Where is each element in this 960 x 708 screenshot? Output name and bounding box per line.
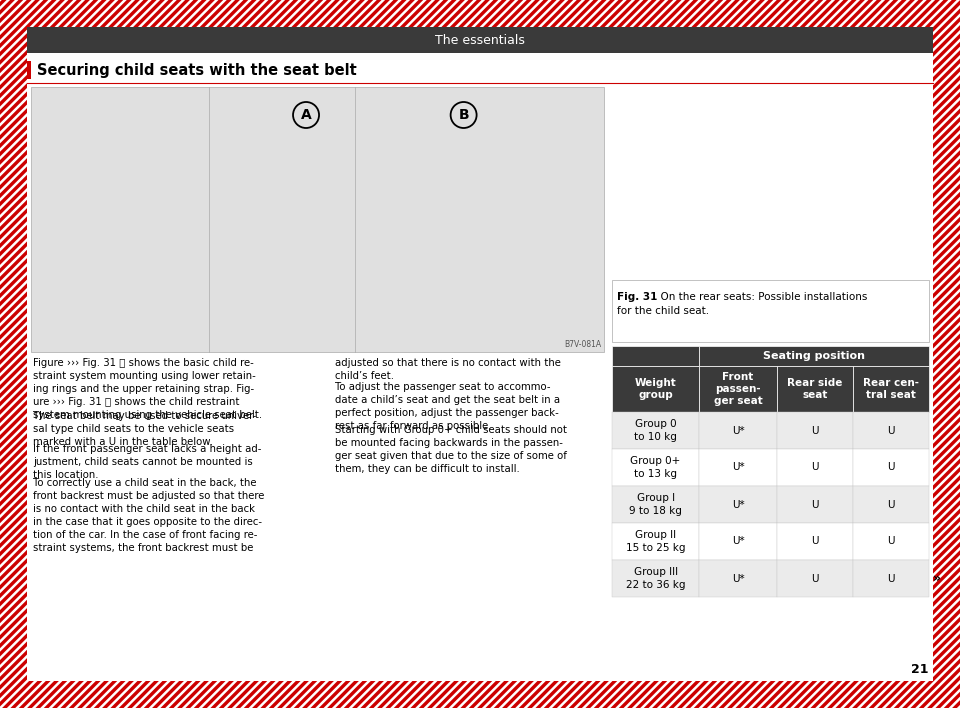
Text: adjusted so that there is no contact with the
child’s feet.: adjusted so that there is no contact wit… <box>335 358 561 381</box>
Bar <box>612 486 699 523</box>
Text: Seating position: Seating position <box>763 351 865 361</box>
Text: U*: U* <box>732 500 744 510</box>
Bar <box>612 346 699 366</box>
Text: Fig. 31: Fig. 31 <box>617 292 658 302</box>
Bar <box>699 449 777 486</box>
Bar <box>777 366 852 412</box>
Text: U: U <box>887 426 895 435</box>
Text: Rear cen-
tral seat: Rear cen- tral seat <box>863 378 919 400</box>
Bar <box>777 412 852 449</box>
Bar <box>852 366 929 412</box>
Text: To adjust the passenger seat to accommo-
date a child’s seat and get the seat be: To adjust the passenger seat to accommo-… <box>335 382 560 430</box>
Text: U*: U* <box>732 426 744 435</box>
Bar <box>612 412 699 449</box>
Text: U: U <box>811 537 819 547</box>
Bar <box>852 523 929 560</box>
Text: Group 0
to 10 kg: Group 0 to 10 kg <box>635 419 677 442</box>
Bar <box>612 280 929 342</box>
Bar <box>0 0 27 708</box>
Bar <box>27 27 933 53</box>
Text: Group II
15 to 25 kg: Group II 15 to 25 kg <box>626 530 685 553</box>
Text: The seat belt may be used to secure univer-
sal type child seats to the vehicle : The seat belt may be used to secure univ… <box>33 411 256 447</box>
Bar <box>612 523 699 560</box>
Text: Starting with Group 0+ child seats should not
be mounted facing backwards in the: Starting with Group 0+ child seats shoul… <box>335 425 567 474</box>
Text: Group III
22 to 36 kg: Group III 22 to 36 kg <box>626 567 685 590</box>
Text: Figure ››› Fig. 31 Ⓐ shows the basic child re-
straint system mounting using low: Figure ››› Fig. 31 Ⓐ shows the basic chi… <box>33 358 262 420</box>
Text: for the child seat.: for the child seat. <box>617 306 709 316</box>
Text: U: U <box>887 537 895 547</box>
Text: A: A <box>300 108 311 122</box>
Bar <box>777 560 852 597</box>
Bar <box>612 366 699 412</box>
Text: U: U <box>811 426 819 435</box>
Bar <box>852 412 929 449</box>
Text: U: U <box>811 573 819 583</box>
Text: U: U <box>811 462 819 472</box>
Text: Securing child seats with the seat belt: Securing child seats with the seat belt <box>37 62 357 77</box>
Bar <box>933 0 960 708</box>
Bar <box>699 346 929 366</box>
Text: B: B <box>458 108 468 122</box>
Bar <box>852 560 929 597</box>
Text: U*: U* <box>732 573 744 583</box>
Bar <box>777 486 852 523</box>
Text: U: U <box>887 573 895 583</box>
Text: »: » <box>933 572 941 585</box>
Bar <box>31 87 604 352</box>
Text: U*: U* <box>732 537 744 547</box>
Text: Group I
9 to 18 kg: Group I 9 to 18 kg <box>629 493 682 515</box>
Bar <box>0 681 960 708</box>
Bar <box>699 560 777 597</box>
Text: The essentials: The essentials <box>435 33 525 47</box>
Bar <box>699 523 777 560</box>
Text: If the front passenger seat lacks a height ad-
justment, child seats cannot be m: If the front passenger seat lacks a heig… <box>33 445 261 481</box>
Text: Group 0+
to 13 kg: Group 0+ to 13 kg <box>631 456 681 479</box>
Bar <box>699 486 777 523</box>
Text: Rear side
seat: Rear side seat <box>787 378 843 400</box>
Text: On the rear seats: Possible installations: On the rear seats: Possible installation… <box>654 292 868 302</box>
Text: U: U <box>811 500 819 510</box>
Text: U: U <box>887 462 895 472</box>
Bar <box>27 61 31 79</box>
Bar <box>699 412 777 449</box>
Bar <box>852 449 929 486</box>
Bar <box>0 0 960 27</box>
Text: 21: 21 <box>910 663 928 676</box>
Text: U: U <box>887 500 895 510</box>
Bar <box>777 449 852 486</box>
Bar <box>699 366 777 412</box>
Bar <box>777 523 852 560</box>
Bar <box>612 560 699 597</box>
Text: U*: U* <box>732 462 744 472</box>
Text: To correctly use a child seat in the back, the
front backrest must be adjusted s: To correctly use a child seat in the bac… <box>33 478 264 553</box>
Text: Front
passen-
ger seat: Front passen- ger seat <box>713 372 762 406</box>
Text: Weight
group: Weight group <box>635 378 677 400</box>
Text: B7V-081A: B7V-081A <box>564 340 601 349</box>
Bar <box>852 486 929 523</box>
Bar <box>612 449 699 486</box>
